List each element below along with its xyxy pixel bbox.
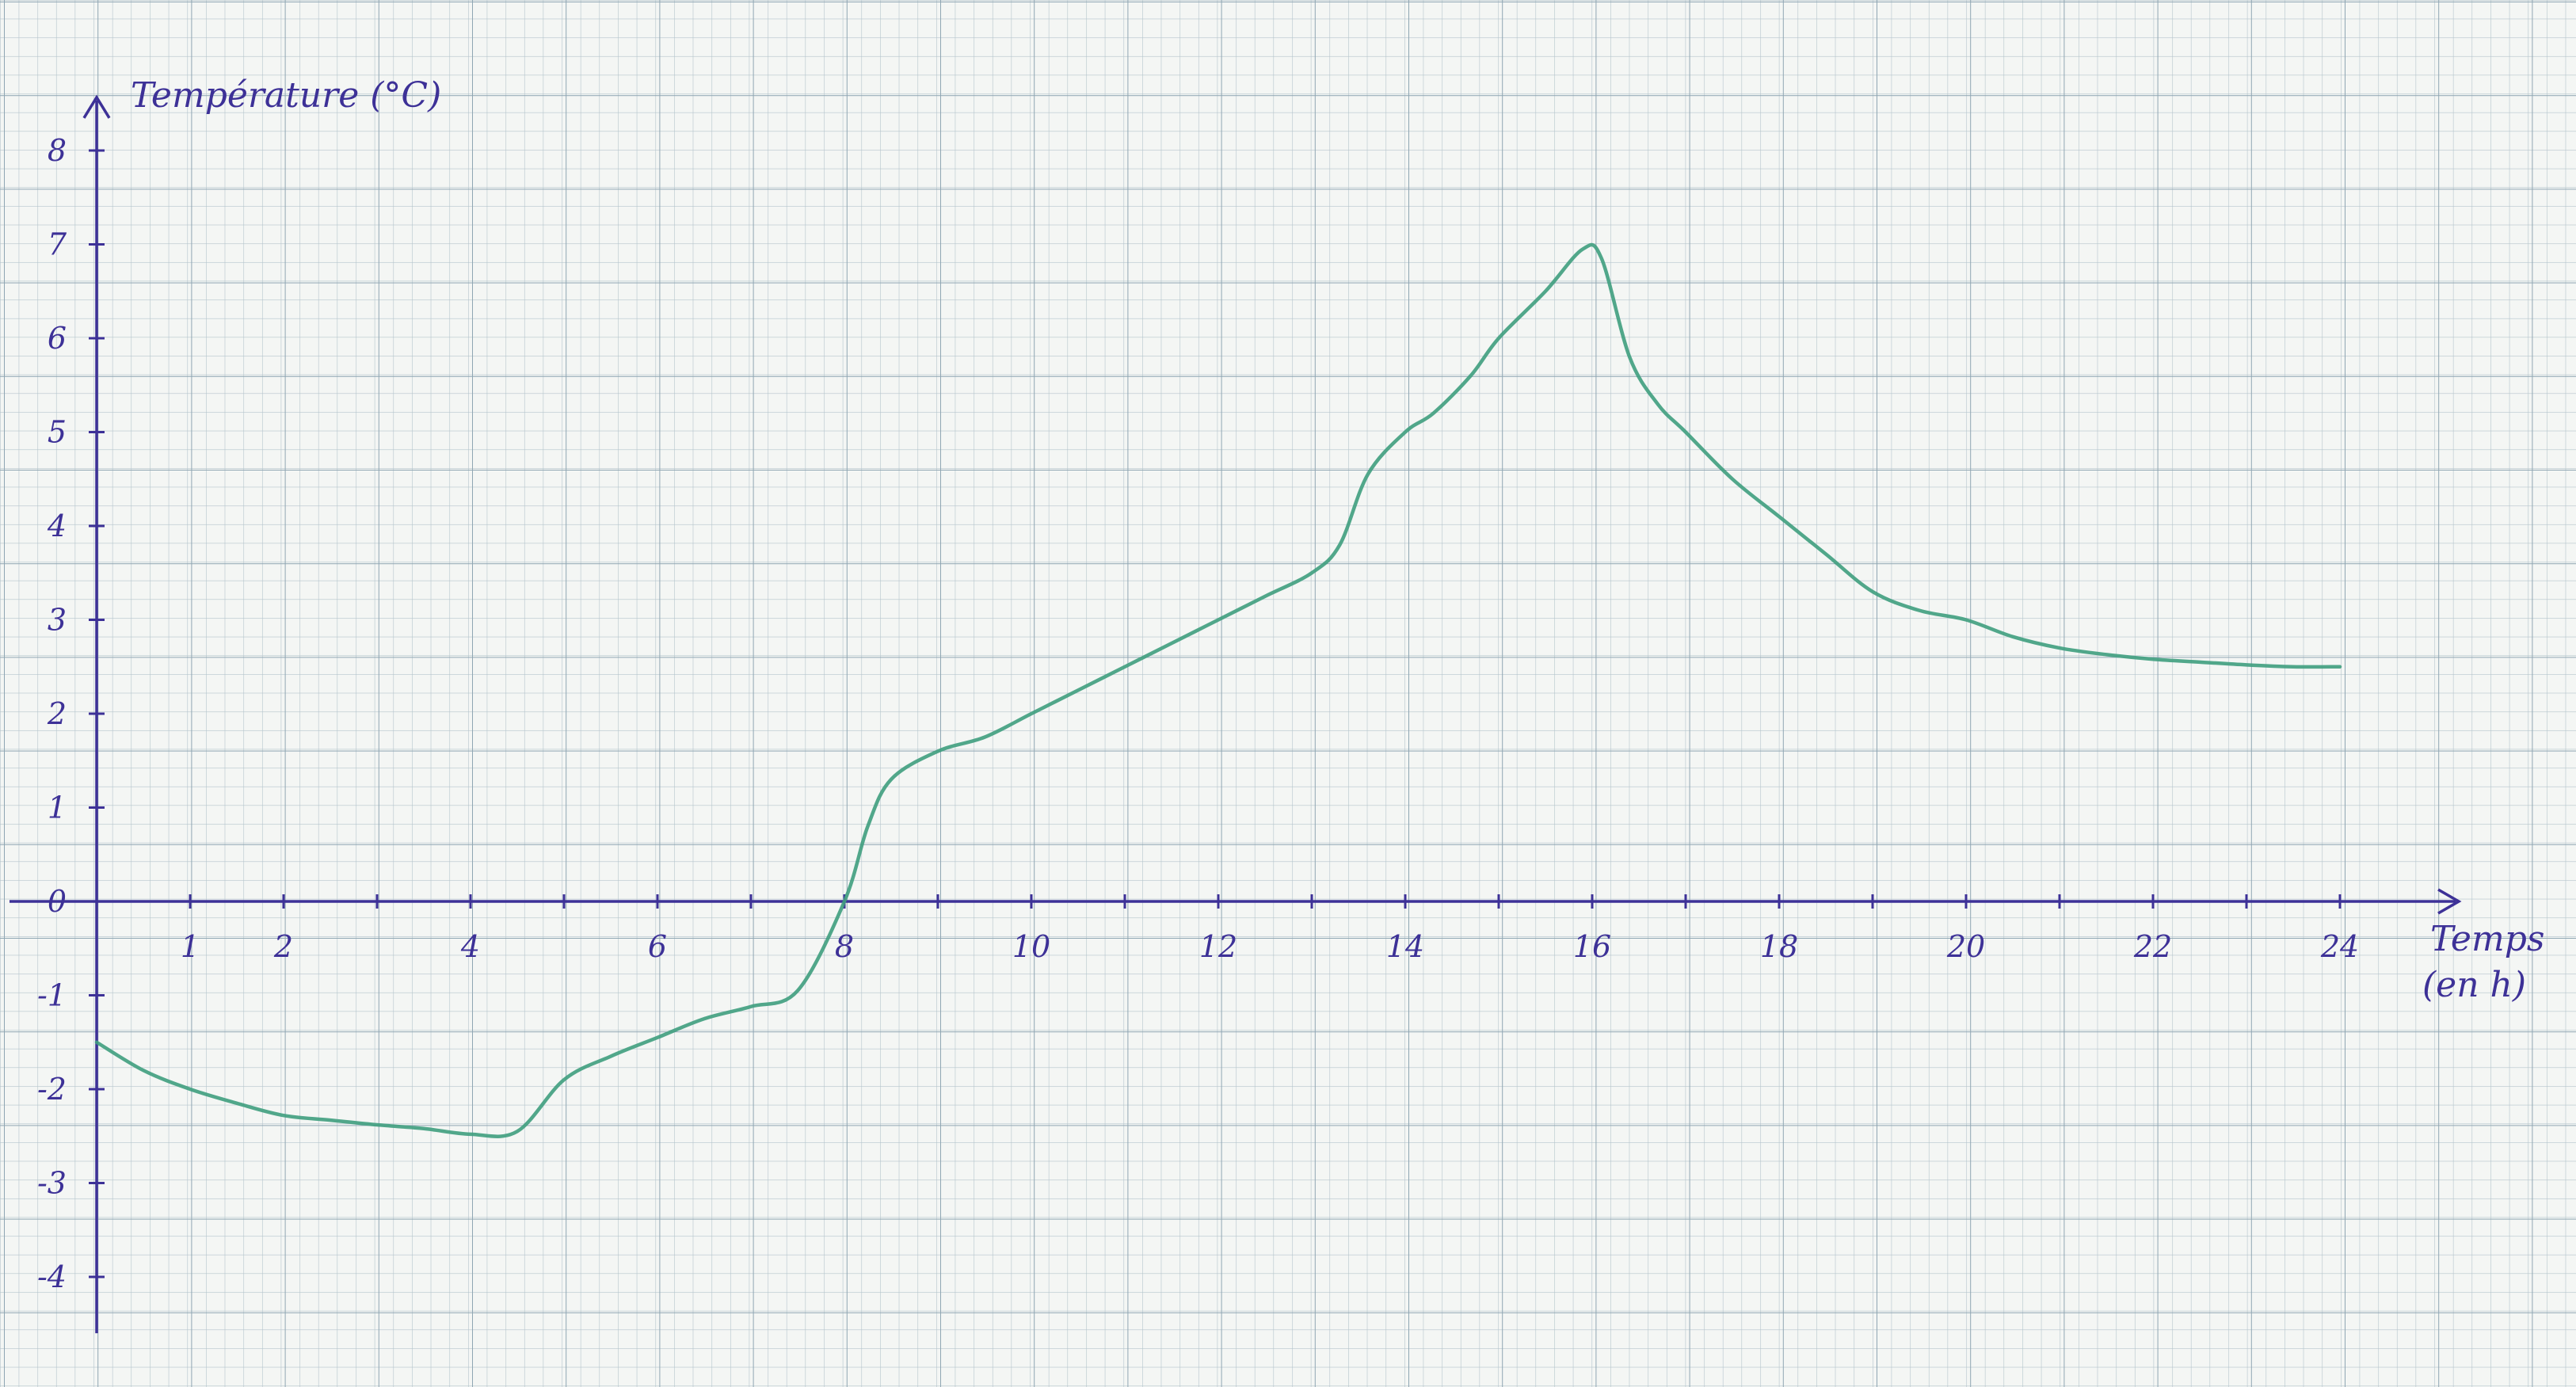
y-tick-label: 1 [48, 791, 67, 825]
y-tick-label: 3 [48, 603, 67, 638]
x-axis-title-line1: Temps [2430, 919, 2544, 959]
y-tick-label: -2 [37, 1072, 67, 1107]
y-tick-label: 0 [48, 884, 67, 919]
y-tick-label: 5 [48, 415, 67, 450]
y-axis-title: Température (°C) [131, 75, 441, 116]
x-tick-label: 2 [273, 929, 293, 964]
y-tick-label: -3 [37, 1166, 67, 1201]
x-tick-label: 10 [1012, 929, 1050, 964]
axes [10, 94, 2462, 1334]
x-tick-label: 1 [181, 929, 200, 964]
y-tick-label: 7 [48, 227, 67, 262]
x-tick-label: 16 [1573, 929, 1611, 964]
y-tick-label: 4 [47, 509, 67, 543]
y-tick-label: 2 [47, 696, 67, 731]
x-tick-label: 24 [2320, 929, 2359, 964]
series-layer [94, 242, 2342, 1138]
y-ticks: 8 7 6 5 4 3 2 1 0 -1 -2 -3 -4 [37, 133, 105, 1294]
x-tick-label: 22 [2133, 929, 2172, 964]
x-tick-label: 6 [648, 929, 667, 964]
x-axis-arrow [2437, 888, 2462, 915]
y-tick-label: 8 [48, 133, 67, 168]
x-ticks: 1 2 4 6 8 10 12 14 16 18 20 22 24 [181, 894, 2359, 964]
y-tick-label: 6 [48, 321, 67, 356]
series-line [94, 242, 2342, 1138]
x-axis-title-line2: (en h) [2422, 965, 2526, 1005]
x-tick-label: 8 [835, 929, 854, 964]
x-tick-label: 14 [1386, 929, 1424, 964]
x-tick-label: 4 [460, 929, 480, 964]
y-tick-label: -4 [37, 1259, 67, 1294]
x-tick-label: 12 [1199, 929, 1237, 964]
y-tick-label: -1 [37, 978, 67, 1013]
y-axis-arrow [82, 94, 111, 119]
x-tick-label: 20 [1946, 929, 1985, 964]
x-tick-label: 18 [1760, 929, 1798, 964]
